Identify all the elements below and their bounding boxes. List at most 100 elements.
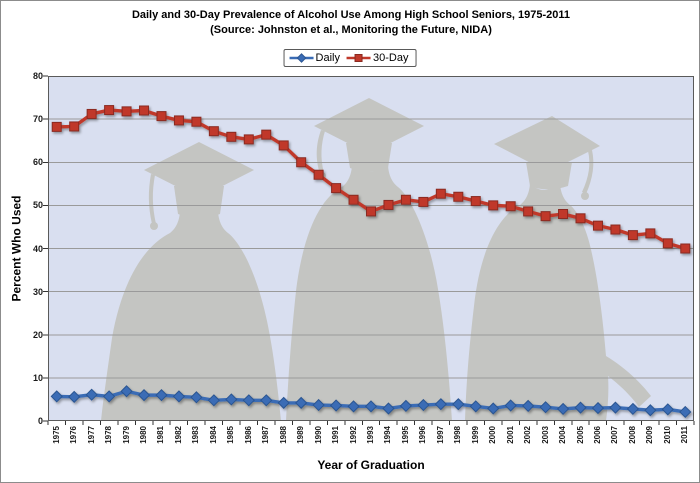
30-day-series-marker (627, 230, 638, 241)
x-tick-label: 1986 (243, 426, 253, 444)
x-tick-label: 2003 (540, 426, 550, 444)
y-tick-label: 60 (32, 157, 43, 168)
daily-series-marker (329, 399, 343, 412)
30-day-series-marker (191, 116, 202, 127)
x-tick-label: 1998 (453, 426, 463, 444)
daily-series-marker (68, 390, 81, 403)
y-tick-label: 10 (32, 372, 43, 383)
plot-border (48, 76, 694, 421)
30-day-series-marker (400, 194, 411, 205)
daily-series-marker (172, 390, 186, 403)
30-day-series-marker (435, 188, 446, 199)
y-tick-label: 80 (32, 71, 43, 81)
daily-series-marker (679, 405, 692, 419)
30-day-series-marker (523, 206, 534, 217)
chart-title: Daily and 30-Day Prevalence of Alcohol U… (131, 9, 571, 21)
30-day-series-marker (121, 106, 132, 117)
daily-series-marker (452, 398, 465, 411)
30-day-series-marker (173, 115, 184, 126)
30-day-series-marker (470, 196, 481, 207)
daily-series-marker (347, 400, 360, 413)
30-day-series-marker (558, 209, 569, 219)
30-day-series-marker (366, 206, 376, 217)
30-day-series-marker (313, 169, 324, 180)
daily-series-marker (103, 390, 116, 403)
x-tick-label: 1988 (278, 426, 288, 444)
30-day-series-marker (243, 134, 254, 145)
x-tick-label: 1989 (296, 426, 306, 444)
30-day-marker-icon (346, 54, 371, 62)
y-tick-label: 40 (32, 243, 43, 254)
y-tick-label: 50 (32, 200, 43, 211)
daily-series-marker (469, 400, 482, 413)
chart-subtitle: (Source: Johnston et al., Monitoring the… (210, 24, 492, 36)
daily-series (50, 385, 692, 419)
y-tick-label: 30 (32, 286, 43, 297)
daily-series-marker (260, 394, 273, 407)
graduate-silhouette-middle (286, 98, 452, 421)
graduate-silhouette-left (101, 142, 281, 421)
chart-title-block: Daily and 30-Day Prevalence of Alcohol U… (1, 8, 699, 38)
graduate-silhouette-right (465, 116, 651, 421)
daily-series-marker (556, 402, 570, 416)
30-day-series-marker (226, 131, 237, 142)
x-tick-label: 2000 (488, 426, 498, 444)
30-day-series-marker (383, 199, 394, 210)
30-day-series-marker (418, 196, 429, 207)
plot-area (43, 75, 695, 425)
daily-series-marker (644, 404, 657, 417)
daily-series-marker (277, 396, 290, 409)
daily-series-marker (574, 401, 587, 414)
x-tick-label: 1994 (383, 426, 393, 444)
x-tick-label: 1987 (261, 426, 271, 444)
30-day-series-marker (488, 200, 499, 211)
30-day-series-marker (296, 157, 307, 168)
x-axis-title: Year of Graduation (317, 458, 425, 472)
30-day-series-marker (505, 201, 516, 212)
30-day-series-marker (208, 126, 219, 137)
30-day-series-marker (69, 121, 80, 132)
legend-item-daily: Daily (289, 52, 346, 64)
daily-marker-icon (289, 53, 314, 63)
x-tick-label: 2005 (575, 426, 585, 444)
x-tick-label: 2011 (680, 426, 690, 444)
daily-series-marker (312, 398, 325, 412)
x-tick-label: 1991 (331, 426, 341, 444)
x-tick-label: 2002 (523, 426, 533, 444)
30-day-series-marker (453, 191, 464, 202)
30-day-series-marker (278, 140, 289, 151)
30-day-series (51, 105, 691, 254)
x-tick-label: 1981 (156, 426, 166, 444)
daily-series-marker (50, 390, 63, 403)
legend-label-30-day: 30-Day (372, 52, 409, 64)
daily-series-marker (190, 391, 203, 404)
axis-ticks (43, 75, 695, 425)
legend: Daily 30-Day (283, 49, 417, 67)
x-tick-label: 1984 (208, 426, 218, 444)
x-tick-label: 1983 (191, 426, 201, 444)
daily-series-marker (382, 402, 395, 415)
30-day-series-marker (680, 243, 691, 254)
daily-series-marker (417, 398, 430, 412)
30-day-series-marker (86, 108, 97, 119)
y-tick-label: 70 (32, 114, 43, 125)
x-tick-label: 2006 (592, 426, 602, 444)
x-tick-label: 1978 (104, 426, 114, 444)
daily-series-marker (155, 389, 168, 402)
daily-series-marker (609, 401, 622, 414)
x-tick-label: 2009 (645, 426, 655, 444)
x-tick-label: 1995 (400, 426, 410, 444)
30-day-series-marker (348, 194, 359, 205)
daily-series-marker (661, 403, 674, 416)
x-tick-label: 1980 (139, 426, 149, 444)
x-tick-label: 2004 (558, 426, 568, 444)
daily-series-marker (487, 402, 500, 415)
daily-series-marker (225, 393, 238, 406)
daily-series-marker (137, 389, 151, 402)
x-tick-label: 1977 (86, 426, 96, 444)
x-tick-label: 1975 (51, 426, 61, 444)
y-tick-label: 0 (37, 416, 43, 426)
30-day-series-marker (331, 183, 342, 194)
daily-series-marker (85, 388, 98, 401)
